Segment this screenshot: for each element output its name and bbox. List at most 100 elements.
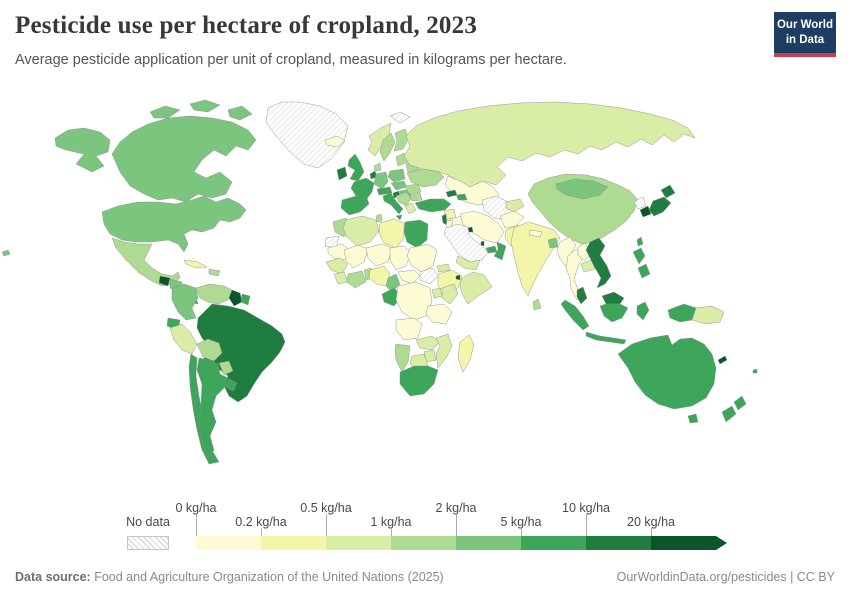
country-spain[interactable] <box>340 195 370 216</box>
legend-bin[interactable] <box>196 536 261 550</box>
legend-bin[interactable] <box>326 536 391 550</box>
country-uruguay[interactable] <box>224 378 238 392</box>
country-new-zealand-south[interactable] <box>721 405 737 423</box>
country-guyana[interactable] <box>228 289 243 307</box>
country-vietnam[interactable] <box>585 237 612 289</box>
country-cambodia[interactable] <box>580 259 596 273</box>
country-canada-arctic-2[interactable] <box>189 99 221 113</box>
country-niger[interactable] <box>365 243 393 267</box>
country-north-korea[interactable] <box>633 196 647 210</box>
country-australia[interactable] <box>617 334 717 410</box>
country-cameroon[interactable] <box>385 273 401 293</box>
country-libya[interactable] <box>378 218 405 249</box>
country-papua-new-guinea[interactable] <box>691 305 725 325</box>
country-nepal[interactable] <box>528 229 543 238</box>
country-japan-honshu[interactable] <box>648 196 672 217</box>
country-guatemala[interactable] <box>158 275 171 287</box>
country-afghanistan[interactable] <box>499 210 525 229</box>
country-argentina[interactable] <box>196 357 229 459</box>
country-paraguay[interactable] <box>218 360 234 376</box>
country-chad[interactable] <box>389 245 412 271</box>
country-balkans[interactable] <box>395 191 412 207</box>
country-mauritania[interactable] <box>327 243 351 261</box>
country-taiwan[interactable] <box>636 236 644 247</box>
country-russia[interactable] <box>403 101 696 188</box>
country-iceland[interactable] <box>324 135 346 148</box>
country-finland[interactable] <box>393 128 410 152</box>
country-djibouti[interactable] <box>455 274 461 281</box>
country-germany[interactable] <box>373 171 389 190</box>
country-italy[interactable] <box>382 192 404 215</box>
country-sudan[interactable] <box>406 243 438 273</box>
country-tanzania[interactable] <box>425 303 453 325</box>
country-south-korea[interactable] <box>639 205 652 218</box>
legend-bin[interactable] <box>391 536 456 550</box>
country-norway[interactable] <box>367 122 392 157</box>
country-mongolia[interactable] <box>555 178 609 200</box>
country-oman[interactable] <box>493 241 507 261</box>
legend-bin[interactable] <box>456 536 521 550</box>
country-senegal-guinea[interactable] <box>325 257 349 275</box>
country-java[interactable] <box>585 331 627 345</box>
country-azerbaijan[interactable] <box>456 193 468 201</box>
country-czech-slovakia[interactable] <box>390 180 408 191</box>
country-sierra-leone-liberia[interactable] <box>333 271 349 285</box>
country-eritrea[interactable] <box>436 263 451 273</box>
country-madagascar[interactable] <box>457 334 475 373</box>
country-greece[interactable] <box>404 202 417 215</box>
country-west-papua[interactable] <box>667 303 697 323</box>
legend-bin[interactable] <box>651 536 716 550</box>
country-fiji[interactable] <box>752 368 758 374</box>
country-venezuela[interactable] <box>195 283 233 305</box>
country-bulgaria[interactable] <box>409 192 423 202</box>
country-canada[interactable] <box>111 115 257 203</box>
country-qatar[interactable] <box>480 240 485 247</box>
country-peru[interactable] <box>169 323 198 355</box>
country-somalia[interactable] <box>459 271 493 305</box>
country-india[interactable] <box>510 221 561 297</box>
country-namibia[interactable] <box>394 343 411 373</box>
country-mozambique[interactable] <box>435 333 453 369</box>
country-laos[interactable] <box>577 242 592 262</box>
country-kenya[interactable] <box>441 283 459 305</box>
country-denmark[interactable] <box>373 162 382 172</box>
country-canada-arctic-3[interactable] <box>227 105 253 121</box>
country-canada-arctic-1[interactable] <box>149 105 181 119</box>
country-suriname[interactable] <box>240 293 251 306</box>
country-china[interactable] <box>527 173 639 245</box>
country-sumatra[interactable] <box>560 299 590 331</box>
country-sicily[interactable] <box>395 214 403 221</box>
country-sulawesi[interactable] <box>636 301 650 321</box>
legend-no-data-swatch[interactable] <box>127 536 169 550</box>
country-mali[interactable] <box>343 244 369 269</box>
country-chile[interactable] <box>188 353 220 465</box>
country-alaska[interactable] <box>54 127 111 173</box>
country-bangladesh[interactable] <box>547 237 559 249</box>
country-central-african-republic[interactable] <box>397 269 421 285</box>
country-sri-lanka[interactable] <box>532 298 542 311</box>
country-greenland[interactable] <box>265 101 349 169</box>
country-egypt[interactable] <box>403 219 429 249</box>
country-ireland[interactable] <box>336 166 348 181</box>
legend-bin[interactable] <box>586 536 651 550</box>
country-bolivia[interactable] <box>196 338 223 362</box>
country-romania[interactable] <box>404 183 422 195</box>
country-hispaniola[interactable] <box>208 268 221 277</box>
country-new-caledonia[interactable] <box>717 355 728 365</box>
country-kyrgyzstan-tajikistan[interactable] <box>505 198 525 213</box>
country-sweden[interactable] <box>379 132 396 162</box>
country-hawaii[interactable] <box>1 249 11 257</box>
legend-bin[interactable] <box>521 536 586 550</box>
country-borneo-indonesia[interactable] <box>599 303 629 323</box>
country-turkey[interactable] <box>414 198 452 213</box>
country-south-africa[interactable] <box>399 365 439 397</box>
country-uae[interactable] <box>485 245 498 254</box>
country-france[interactable] <box>350 177 375 201</box>
country-tunisia[interactable] <box>375 213 383 223</box>
country-philippines-south[interactable] <box>637 263 651 279</box>
country-drc[interactable] <box>395 281 433 321</box>
country-angola[interactable] <box>395 317 423 341</box>
country-austria-swiss[interactable] <box>376 186 393 196</box>
footer-link[interactable]: OurWorldinData.org/pesticides | CC BY <box>616 570 835 584</box>
country-kuwait[interactable] <box>467 226 474 233</box>
